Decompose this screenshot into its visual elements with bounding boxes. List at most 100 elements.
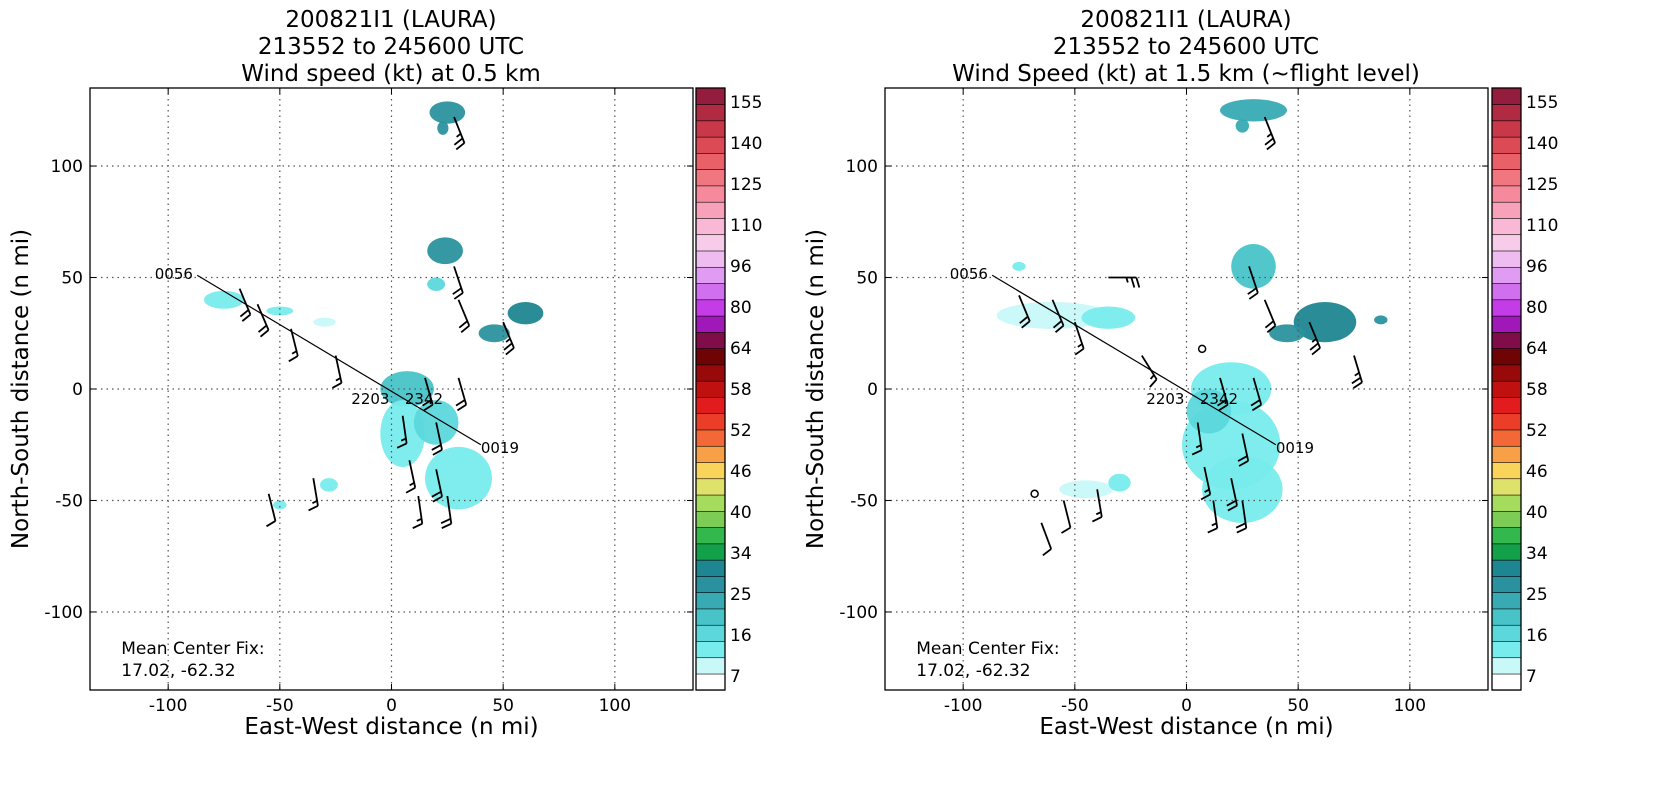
wind-barb xyxy=(1051,299,1065,333)
wind-barb-feather xyxy=(431,490,442,498)
colorbar-segment xyxy=(695,575,726,593)
colorbar: 155 140 125 110 96 80 64 58 52 46 40 34 25 16 7 xyxy=(1491,87,1558,691)
colorbar-segment xyxy=(1491,331,1522,349)
colorbar-segment xyxy=(1491,478,1522,496)
wind-barb-half-feather xyxy=(1266,132,1272,138)
wind-barb xyxy=(422,377,434,412)
colorbar-tick-label: 7 xyxy=(1526,667,1537,687)
wind-barb-feather xyxy=(1227,504,1238,512)
track-time-label: 2203 xyxy=(351,390,389,408)
wind-barb xyxy=(266,493,277,528)
track-time-label: 0056 xyxy=(950,265,988,283)
wind-barb-half-feather xyxy=(291,350,298,355)
wind-barb-feather xyxy=(1061,526,1071,534)
colorbar-tick-label: 125 xyxy=(730,175,762,195)
colorbar-segment xyxy=(1491,543,1522,561)
wind-barb-feather xyxy=(1021,320,1031,329)
colorbar-segment xyxy=(695,478,726,496)
wind-barb-feather xyxy=(1092,516,1103,523)
y-tick-label: 0 xyxy=(72,380,83,400)
colorbar-segment xyxy=(1491,250,1522,268)
colorbar-segment xyxy=(1491,201,1522,219)
wind-barb xyxy=(453,116,466,151)
wind-barb xyxy=(331,355,343,389)
colorbar-segment xyxy=(1491,185,1522,203)
colorbar-segment xyxy=(695,429,726,447)
wind-barb-feather xyxy=(432,449,443,456)
colorbar-tick-label: 110 xyxy=(1526,216,1558,236)
colorbar-segment xyxy=(695,380,726,398)
colorbar-segment xyxy=(695,250,726,268)
colorbar-tick-label: 96 xyxy=(1526,257,1548,277)
wind-barb xyxy=(1108,276,1141,288)
colorbar-segment xyxy=(1491,103,1522,122)
colorbar-tick-label: 80 xyxy=(730,298,752,318)
wind-barb-half-feather xyxy=(1195,444,1202,449)
wind-barb xyxy=(238,288,252,322)
wind-barb-feather xyxy=(1266,324,1277,333)
wind-barb-half-feather xyxy=(456,132,462,138)
colorbar-segment xyxy=(1491,575,1522,593)
wind-barb xyxy=(1308,321,1321,356)
echo-patch xyxy=(313,317,336,327)
wind-barb xyxy=(308,478,319,512)
colorbar-tick-label: 58 xyxy=(1526,380,1548,400)
colorbar-segment xyxy=(695,364,726,382)
colorbar-tick-label: 40 xyxy=(730,503,752,523)
echo-patch xyxy=(1081,306,1136,329)
wind-barb xyxy=(1191,422,1203,456)
colorbar-segment xyxy=(695,152,726,170)
wind-barb-feather xyxy=(458,320,468,329)
colorbar-segment xyxy=(1491,169,1522,187)
colorbar-segment xyxy=(1491,234,1522,252)
wind-barb-feather xyxy=(1130,277,1136,288)
x-tick-label: 100 xyxy=(1394,696,1426,716)
wind-barb-feather xyxy=(1191,449,1203,456)
chart-title-line-3: Wind speed (kt) at 0.5 km xyxy=(241,61,541,87)
colorbar-segment xyxy=(695,445,726,463)
wind-barb-half-feather xyxy=(1149,374,1155,380)
colorbar-tick-label: 16 xyxy=(1526,626,1548,646)
echo-patch xyxy=(380,400,425,468)
wind-barb-feather xyxy=(460,324,470,333)
wind-barb-feather xyxy=(1149,378,1158,388)
wind-barb-feather xyxy=(431,444,442,451)
colorbar-tick-label: 16 xyxy=(730,626,752,646)
wind-barb-feather xyxy=(455,399,466,407)
mean-center-fix-text: Mean Center Fix: xyxy=(121,639,264,659)
colorbar-segment xyxy=(695,510,726,528)
echo-patch xyxy=(427,277,446,291)
colorbar-segment xyxy=(1491,640,1522,659)
wind-barb-feather xyxy=(423,404,434,412)
wind-barb-feather xyxy=(440,517,451,524)
echo-patch xyxy=(429,101,466,124)
calm-wind-marker xyxy=(1197,344,1207,354)
wind-barb xyxy=(1250,377,1263,412)
wind-barb-feather xyxy=(1351,376,1362,385)
chart-panel-2: 200821I1 (LAURA)213552 to 245600 UTCWind… xyxy=(803,7,1558,740)
wind-barb-feather xyxy=(1238,460,1249,467)
wind-barb-feather xyxy=(239,309,250,318)
y-tick-label: -100 xyxy=(44,603,83,623)
wind-barb-half-feather xyxy=(400,437,407,442)
wind-barb xyxy=(1073,321,1085,356)
wind-barb-feather xyxy=(1311,347,1321,356)
colorbar-tick-label: 64 xyxy=(1526,339,1548,359)
wind-barb xyxy=(1247,266,1259,300)
wind-barb xyxy=(396,415,408,449)
colorbar-tick-label: 58 xyxy=(730,380,752,400)
wind-barb xyxy=(431,469,443,503)
echo-patch xyxy=(380,371,434,407)
echo-patch xyxy=(203,290,245,309)
wind-barb xyxy=(1092,489,1103,523)
colorbar-segment xyxy=(1491,673,1522,691)
colorbar-segment xyxy=(1491,413,1522,431)
colorbar-segment xyxy=(1491,510,1522,528)
wind-barb-feather xyxy=(453,137,464,146)
x-tick-label: 50 xyxy=(492,696,514,716)
wind-barb-feather xyxy=(396,442,408,449)
wind-barb-feather xyxy=(405,486,416,494)
colorbar-tick-label: 155 xyxy=(730,93,762,113)
wind-barb-feather xyxy=(1217,399,1227,407)
wind-barb-half-feather xyxy=(1095,511,1102,516)
